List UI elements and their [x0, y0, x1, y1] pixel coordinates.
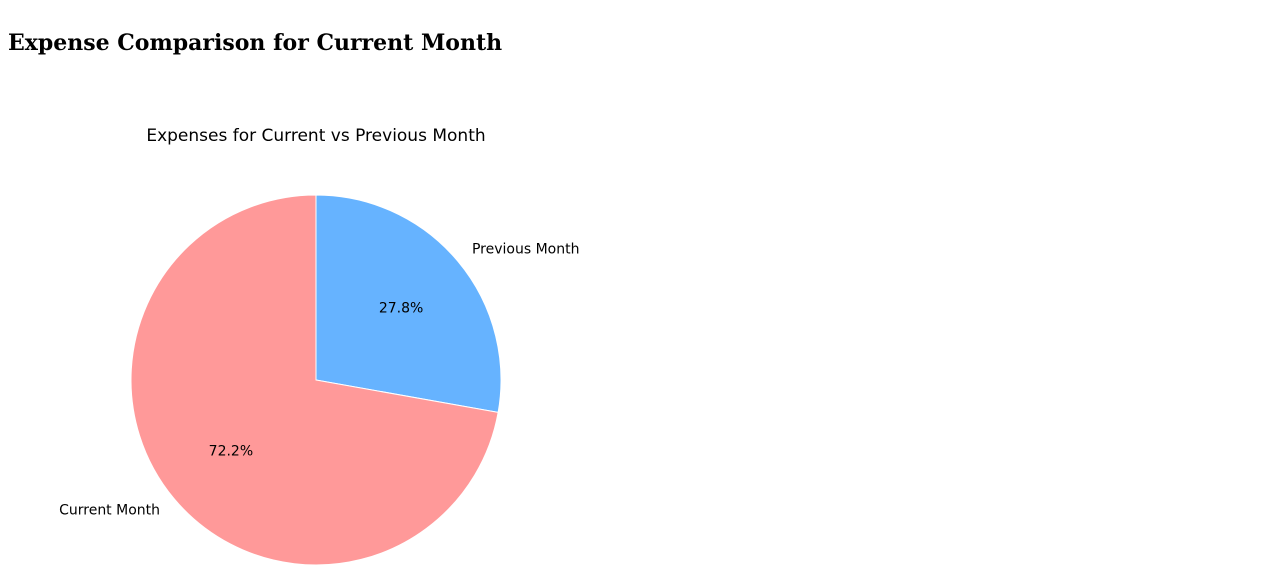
pie-labels: Previous Month 27.8% Current Month 72.2%: [59, 241, 579, 518]
slice-label-previous-month: Previous Month: [472, 241, 580, 257]
pie-slice-previous-month: [315, 194, 502, 413]
slice-percent-current-month: 72.2%: [209, 443, 253, 459]
page-title: Expense Comparison for Current Month: [8, 30, 503, 56]
pie-slice-current-month: [130, 194, 499, 566]
pie-slices: [130, 194, 502, 566]
chart-title: Expenses for Current vs Previous Month: [146, 126, 485, 146]
slice-label-current-month: Current Month: [59, 503, 160, 519]
slice-percent-previous-month: 27.8%: [379, 301, 423, 317]
